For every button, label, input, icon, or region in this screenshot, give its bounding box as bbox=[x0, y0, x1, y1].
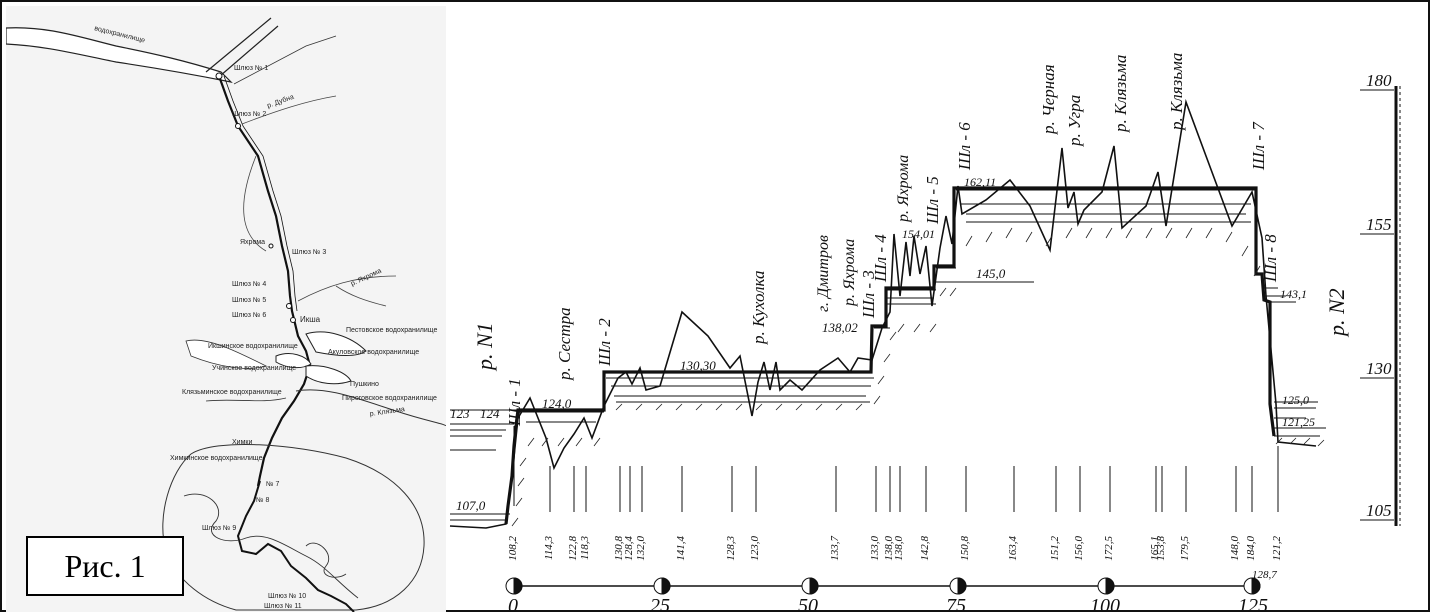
river-label-klyazma-1: р. Клязьма bbox=[1111, 55, 1130, 133]
river-label-yakhroma-2: р. Яхрома bbox=[895, 155, 912, 223]
figure-label: Рис. 1 bbox=[26, 536, 184, 596]
map-label-pestovskoe: Пестовское водохранилище bbox=[346, 327, 437, 334]
ground-mark-24: 184,0 bbox=[1245, 536, 1257, 561]
ground-mark-17: 151,2 bbox=[1049, 536, 1061, 561]
scale-155: 155 bbox=[1366, 215, 1392, 234]
map-label-pirogovskoe: Пироговское водохранилище bbox=[342, 395, 437, 402]
level-124-0: 124,0 bbox=[542, 396, 572, 411]
ground-mark-15: 150,8 bbox=[959, 536, 971, 561]
map-label-lock-2: Шлюз № 2 bbox=[232, 111, 266, 118]
map-label-akulovskoe: Акуловское водохранилище bbox=[328, 349, 419, 356]
ground-mark-22: 179,5 bbox=[1179, 536, 1191, 561]
ground-mark-25: 121,2 bbox=[1271, 536, 1283, 561]
ground-mark-14: 142,8 bbox=[919, 536, 931, 561]
map-label-lock-11: Шлюз № 11 bbox=[264, 603, 302, 610]
lock-label-2: Шл - 2 bbox=[595, 318, 614, 367]
river-label-yakhroma-1: р. Яхрома bbox=[841, 239, 858, 307]
map-label-river-klyazma: р. Клязьма bbox=[369, 406, 405, 418]
map-label-lock-6: Шлюз № 6 bbox=[232, 312, 266, 319]
river-label-ugra: р. Угра bbox=[1065, 95, 1084, 147]
ground-mark-5: 128,4 bbox=[623, 536, 635, 561]
level-154-01: 154,01 bbox=[902, 227, 935, 241]
lock-label-7: Шл - 7 bbox=[1249, 121, 1268, 171]
level-125-0: 125,0 bbox=[1282, 393, 1309, 407]
level-162-11: 162,11 bbox=[964, 175, 996, 189]
km-label-25: 25 bbox=[650, 595, 670, 612]
lock-label-6: Шл - 6 bbox=[955, 122, 974, 171]
km-label-50: 50 bbox=[798, 595, 818, 612]
km-label-125: 125 bbox=[1238, 595, 1268, 612]
level-124: 124 bbox=[480, 406, 500, 421]
lock-label-4: Шл - 4 bbox=[871, 234, 890, 283]
ground-mark-7: 141,4 bbox=[675, 536, 687, 561]
map-label-lock-3: Шлюз № 3 bbox=[292, 249, 326, 256]
map-label-ikshinskoe: Икшинское водохранилище bbox=[208, 343, 298, 350]
map-label-lock-9: Шлюз № 9 bbox=[202, 525, 236, 532]
profile-drawing: 180 155 130 105 р. N1 р. N2 Шл - 1 Шл - … bbox=[449, 53, 1401, 612]
map-label-lock-10: Шлюз № 10 bbox=[268, 593, 306, 600]
level-143-1: 143,1 bbox=[1280, 287, 1307, 301]
map-label-pushkino: Пушкино bbox=[350, 381, 379, 388]
river-label-sestra: р. Сестра bbox=[555, 307, 574, 381]
ground-mark-2: 122,8 bbox=[567, 536, 579, 561]
lock-label-8: Шл - 8 bbox=[1261, 234, 1280, 283]
map-drawing: водохранилище Шлюз № 1 р. Дубна Шлюз № 2… bbox=[6, 17, 446, 612]
ground-mark-11: 133,0 bbox=[869, 536, 881, 561]
level-138-02: 138,02 bbox=[822, 320, 858, 335]
level-123: 123 bbox=[450, 406, 470, 421]
lock-label-1: Шл - 1 bbox=[505, 378, 524, 427]
km-label-75: 75 bbox=[946, 595, 966, 612]
map-label-uchinskoe: Учинское водохранилище bbox=[212, 365, 296, 372]
ground-mark-16: 163,4 bbox=[1007, 536, 1019, 561]
river-label-chernaya: р. Черная bbox=[1039, 64, 1058, 135]
map-label-khimkinskoe: Химкинское водохранилище bbox=[170, 455, 263, 462]
ground-mark-12: 138,0 bbox=[883, 536, 895, 561]
ground-mark-19: 172,5 bbox=[1103, 536, 1115, 561]
map-label-lock-5: Шлюз № 5 bbox=[232, 297, 266, 304]
map-label-lock-1: Шлюз № 1 bbox=[234, 65, 268, 72]
ground-mark-1: 114,3 bbox=[543, 536, 555, 560]
level-121-25: 121,25 bbox=[1282, 415, 1315, 429]
ground-mark-21: 153,8 bbox=[1155, 536, 1167, 561]
map-label-lock-4: Шлюз № 4 bbox=[232, 281, 266, 288]
ground-mark-0: 108,2 bbox=[507, 536, 519, 561]
ground-mark-13: 138,0 bbox=[893, 536, 905, 561]
map-label-klyazminskoe: Клязьминское водохранилище bbox=[182, 389, 282, 396]
ground-mark-18: 156,0 bbox=[1073, 536, 1085, 561]
km-label-100: 100 bbox=[1090, 595, 1120, 612]
ground-mark-9: 123,0 bbox=[749, 536, 761, 561]
level-145-0: 145,0 bbox=[976, 266, 1006, 281]
ground-mark-10: 133,7 bbox=[829, 536, 841, 561]
ground-mark-8: 128,3 bbox=[725, 536, 737, 561]
endpoint-left-label: р. N1 bbox=[472, 322, 497, 372]
ground-mark-26: 128,7 bbox=[1252, 569, 1277, 581]
ground-mark-20: 165,1 bbox=[1149, 536, 1161, 561]
lock-label-3: Шл - 3 bbox=[859, 270, 878, 319]
ground-mark-6: 132,0 bbox=[635, 536, 647, 561]
ground-mark-23: 148,0 bbox=[1229, 536, 1241, 561]
scale-105: 105 bbox=[1366, 501, 1392, 520]
level-107-0: 107,0 bbox=[456, 498, 486, 513]
km-label-0: 0 bbox=[508, 595, 518, 612]
canal-map: водохранилище Шлюз № 1 р. Дубна Шлюз № 2… bbox=[6, 6, 446, 612]
map-label-river-yakhroma: р. Яхрома bbox=[350, 268, 383, 288]
map-label-lock-8: № 8 bbox=[256, 497, 269, 504]
map-label-yakhroma: Яхрома bbox=[240, 239, 265, 246]
river-label-klyazma-2: р. Клязьма bbox=[1167, 53, 1186, 131]
river-label-kukholka: р. Кухолка bbox=[749, 270, 768, 345]
level-130-30: 130,30 bbox=[680, 358, 716, 373]
scale-130: 130 bbox=[1366, 359, 1392, 378]
scale-180: 180 bbox=[1366, 71, 1392, 90]
endpoint-right-label: р. N2 bbox=[1324, 288, 1349, 338]
ground-mark-3: 118,3 bbox=[579, 536, 591, 560]
lock-label-5: Шл - 5 bbox=[923, 176, 942, 225]
ground-mark-4: 130,8 bbox=[613, 536, 625, 561]
canal-profile: 180 155 130 105 р. N1 р. N2 Шл - 1 Шл - … bbox=[446, 6, 1428, 612]
map-label-reservoir-top: водохранилище bbox=[94, 25, 146, 44]
map-label-lock-7: № 7 bbox=[266, 481, 279, 488]
city-label-dmitrov: г. Дмитров bbox=[815, 235, 832, 312]
map-label-iksha: Икша bbox=[300, 315, 321, 324]
map-label-khimki: Химки bbox=[232, 439, 252, 446]
